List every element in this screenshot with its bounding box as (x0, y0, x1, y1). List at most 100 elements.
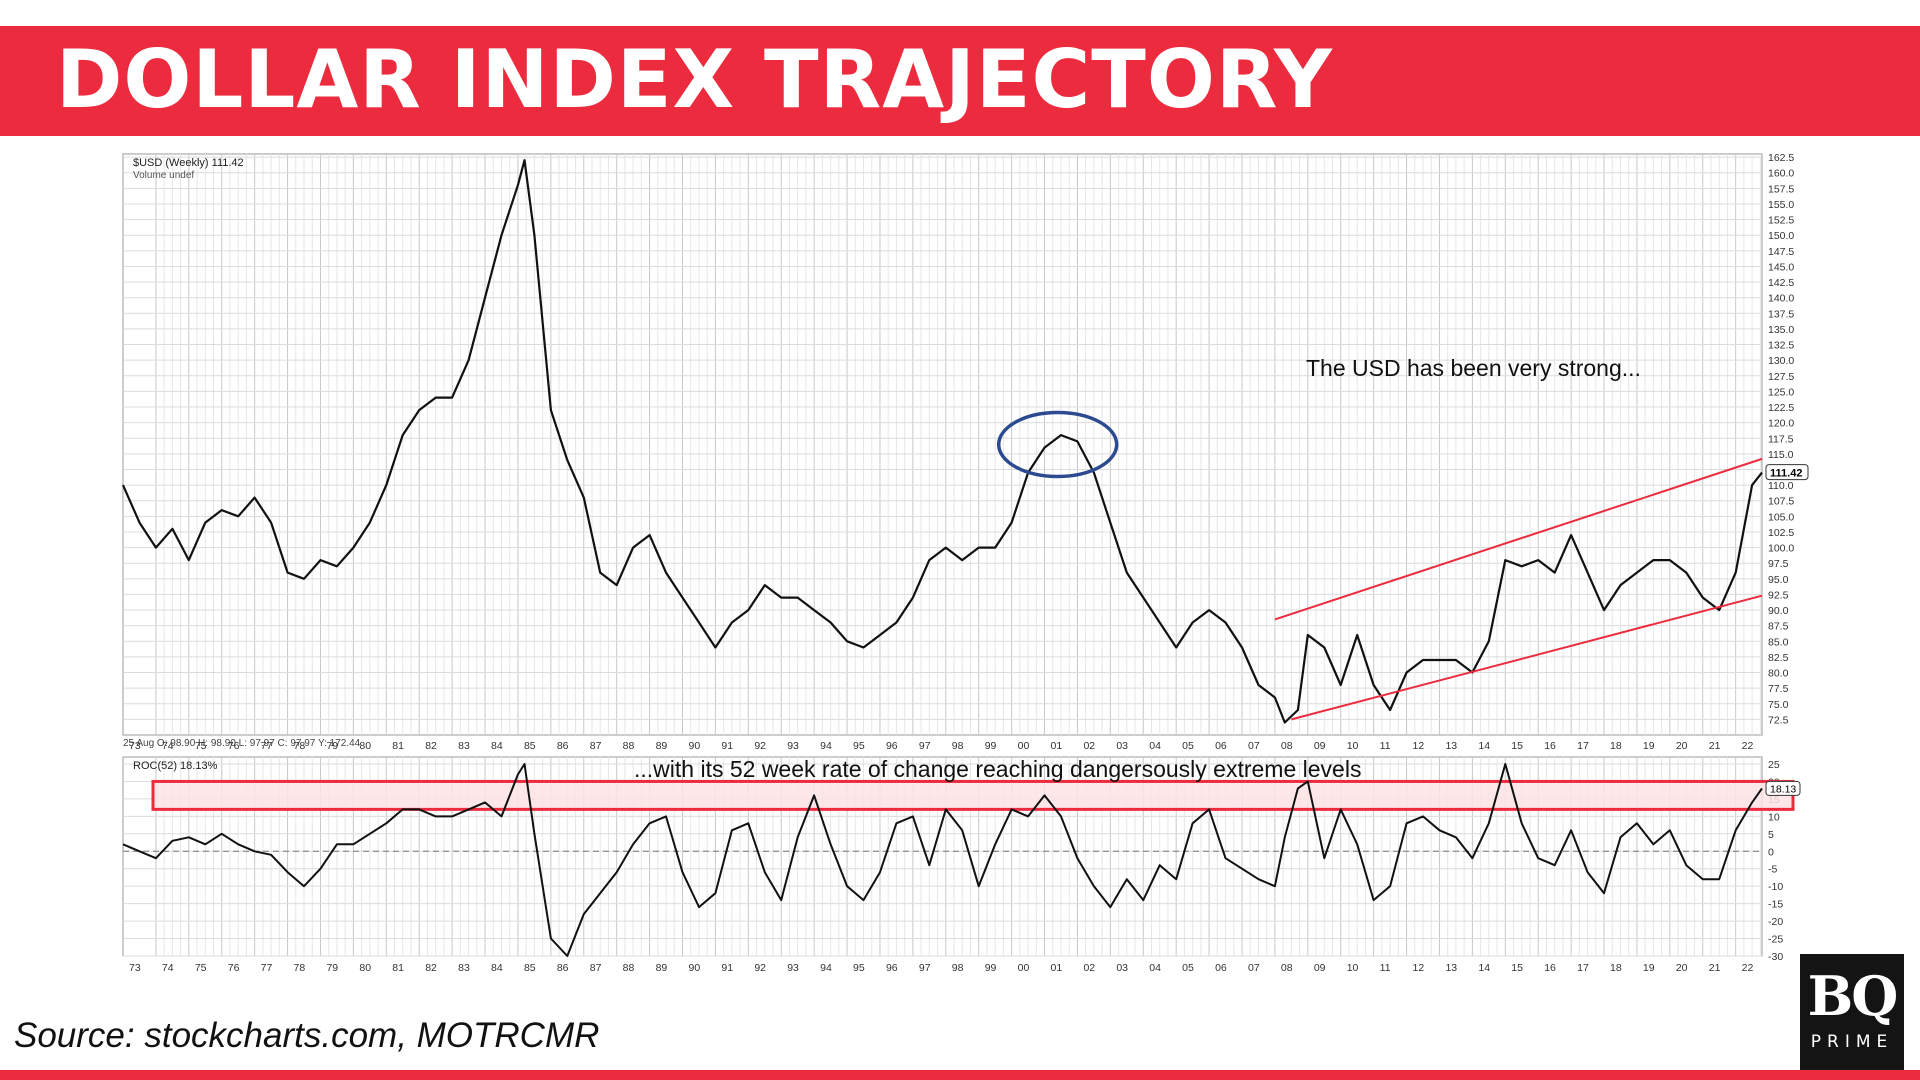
year-tick-label-upper: 86 (557, 740, 569, 752)
price-y-tick-label: 145.0 (1768, 261, 1794, 273)
year-tick-label-upper: 78 (294, 740, 306, 752)
year-tick-label-lower: 13 (1445, 962, 1457, 974)
roc-y-tick-label: -30 (1768, 951, 1783, 963)
price-legend-subtitle: Volume undef (133, 170, 194, 181)
roc-y-tick-label: 25 (1768, 759, 1780, 771)
price-y-tick-label: 100.0 (1768, 543, 1794, 555)
year-tick-label-upper: 82 (425, 740, 437, 752)
peak-highlight-ellipse (996, 410, 1119, 479)
year-tick-label-upper: 95 (853, 740, 865, 752)
year-tick-label-upper: 87 (590, 740, 602, 752)
price-y-tick-label: 130.0 (1768, 355, 1794, 367)
year-tick-label-lower: 78 (294, 962, 306, 974)
page-title: DOLLAR INDEX TRAJECTORY (56, 33, 1333, 126)
usd-strength-annotation: The USD has been very strong... (1306, 355, 1641, 381)
price-y-tick-label: 97.5 (1768, 558, 1789, 570)
last-roc-value: 18.13 (1770, 783, 1796, 795)
last-price-value: 111.42 (1770, 468, 1802, 480)
year-tick-label-upper: 77 (261, 740, 273, 752)
year-tick-label-lower: 84 (491, 962, 503, 974)
price-y-tick-label: 110.0 (1768, 480, 1794, 492)
year-tick-label-upper: 15 (1511, 740, 1523, 752)
year-tick-label-lower: 09 (1314, 962, 1326, 974)
year-tick-label-upper: 22 (1742, 740, 1754, 752)
channel-upper-line (1274, 457, 1763, 621)
year-tick-label-lower: 20 (1676, 962, 1688, 974)
year-tick-label-lower: 91 (721, 962, 733, 974)
logo-subtitle: PRIME (1810, 1032, 1894, 1052)
year-tick-label-upper: 75 (195, 740, 207, 752)
year-tick-label-upper: 81 (392, 740, 404, 752)
year-tick-label-lower: 18 (1610, 962, 1622, 974)
price-y-tick-label: 82.5 (1768, 652, 1789, 664)
year-tick-label-lower: 11 (1380, 962, 1391, 974)
year-tick-label-upper: 73 (129, 740, 141, 752)
year-tick-label-lower: 82 (425, 962, 437, 974)
year-tick-label-upper: 84 (491, 740, 503, 752)
year-tick-label-upper: 18 (1610, 740, 1622, 752)
year-tick-label-upper: 09 (1314, 740, 1326, 752)
year-tick-label-lower: 85 (524, 962, 536, 974)
year-tick-label-upper: 74 (162, 740, 174, 752)
price-y-tick-label: 132.5 (1768, 340, 1794, 352)
year-tick-label-lower: 99 (985, 962, 997, 974)
year-tick-label-lower: 02 (1083, 962, 1095, 974)
year-tick-label-lower: 87 (590, 962, 602, 974)
price-y-tick-label: 147.5 (1768, 246, 1794, 258)
year-tick-label-lower: 19 (1643, 962, 1655, 974)
year-tick-label-upper: 11 (1380, 740, 1391, 752)
year-tick-label-upper: 99 (985, 740, 997, 752)
roc-series-line (122, 763, 1763, 957)
price-y-tick-label: 137.5 (1768, 308, 1794, 320)
roc-y-tick-label: -15 (1768, 899, 1783, 911)
roc-legend-title: ROC(52) 18.13% (133, 760, 218, 772)
year-tick-label-upper: 93 (787, 740, 799, 752)
year-tick-label-upper: 07 (1248, 740, 1260, 752)
year-tick-label-upper: 20 (1676, 740, 1688, 752)
year-tick-label-upper: 13 (1445, 740, 1457, 752)
year-tick-label-lower: 12 (1413, 962, 1425, 974)
roc-y-tick-label: -20 (1768, 916, 1783, 928)
year-tick-label-upper: 76 (228, 740, 240, 752)
price-y-tick-label: 155.0 (1768, 199, 1794, 211)
price-y-tick-label: 87.5 (1768, 621, 1789, 633)
year-tick-label-lower: 15 (1511, 962, 1523, 974)
year-tick-label-lower: 98 (952, 962, 964, 974)
roc-y-tick-label: -25 (1768, 934, 1783, 946)
year-tick-label-lower: 76 (228, 962, 240, 974)
year-tick-label-lower: 95 (853, 962, 865, 974)
year-tick-label-upper: 12 (1413, 740, 1425, 752)
roc-y-tick-label: 5 (1768, 829, 1774, 841)
year-tick-label-upper: 91 (721, 740, 733, 752)
year-tick-label-upper: 89 (656, 740, 668, 752)
year-tick-label-upper: 19 (1643, 740, 1655, 752)
title-banner: DOLLAR INDEX TRAJECTORY (0, 26, 1920, 136)
roc-y-tick-label: -5 (1768, 864, 1777, 876)
year-tick-label-lower: 01 (1051, 962, 1063, 974)
year-tick-label-lower: 04 (1149, 962, 1161, 974)
source-note: Source: stockcharts.com, MOTRCMR (14, 1016, 600, 1055)
last-price-badge (1765, 464, 1809, 481)
price-y-tick-label: 107.5 (1768, 496, 1794, 508)
price-plot-frame (122, 153, 1763, 736)
year-tick-label-lower: 21 (1709, 962, 1721, 974)
dollar-index-chart: 72.5 75.0 77.5 80.0 82.5 85.0 87.5 90.0 92.5 95.0… (121, 152, 1809, 974)
price-y-tick-label: 120.0 (1768, 418, 1794, 430)
price-y-tick-label: 135.0 (1768, 324, 1794, 336)
price-y-tick-label: 90.0 (1768, 605, 1789, 617)
price-panel: 72.5 75.0 77.5 80.0 82.5 85.0 87.5 90.0 92.5 95.0… (121, 152, 1809, 749)
year-tick-label-lower: 77 (261, 962, 273, 974)
roc-y-tick-label: -10 (1768, 881, 1783, 893)
price-y-tick-label: 102.5 (1768, 527, 1794, 539)
price-y-tick-label: 160.0 (1768, 168, 1794, 180)
year-tick-label-upper: 79 (326, 740, 338, 752)
bottom-accent-bar (0, 1070, 1920, 1080)
price-y-tick-label: 75.0 (1768, 699, 1789, 711)
ohlc-readout: 25 Aug O: 98.90 H: 98.90 L: 97.97 C: 97.… (123, 738, 361, 749)
year-tick-label-lower: 97 (919, 962, 931, 974)
year-tick-label-lower: 17 (1577, 962, 1589, 974)
year-tick-label-upper: 14 (1478, 740, 1490, 752)
year-tick-label-lower: 79 (326, 962, 338, 974)
price-y-tick-label: 115.0 (1768, 449, 1794, 461)
year-tick-label-upper: 83 (458, 740, 470, 752)
